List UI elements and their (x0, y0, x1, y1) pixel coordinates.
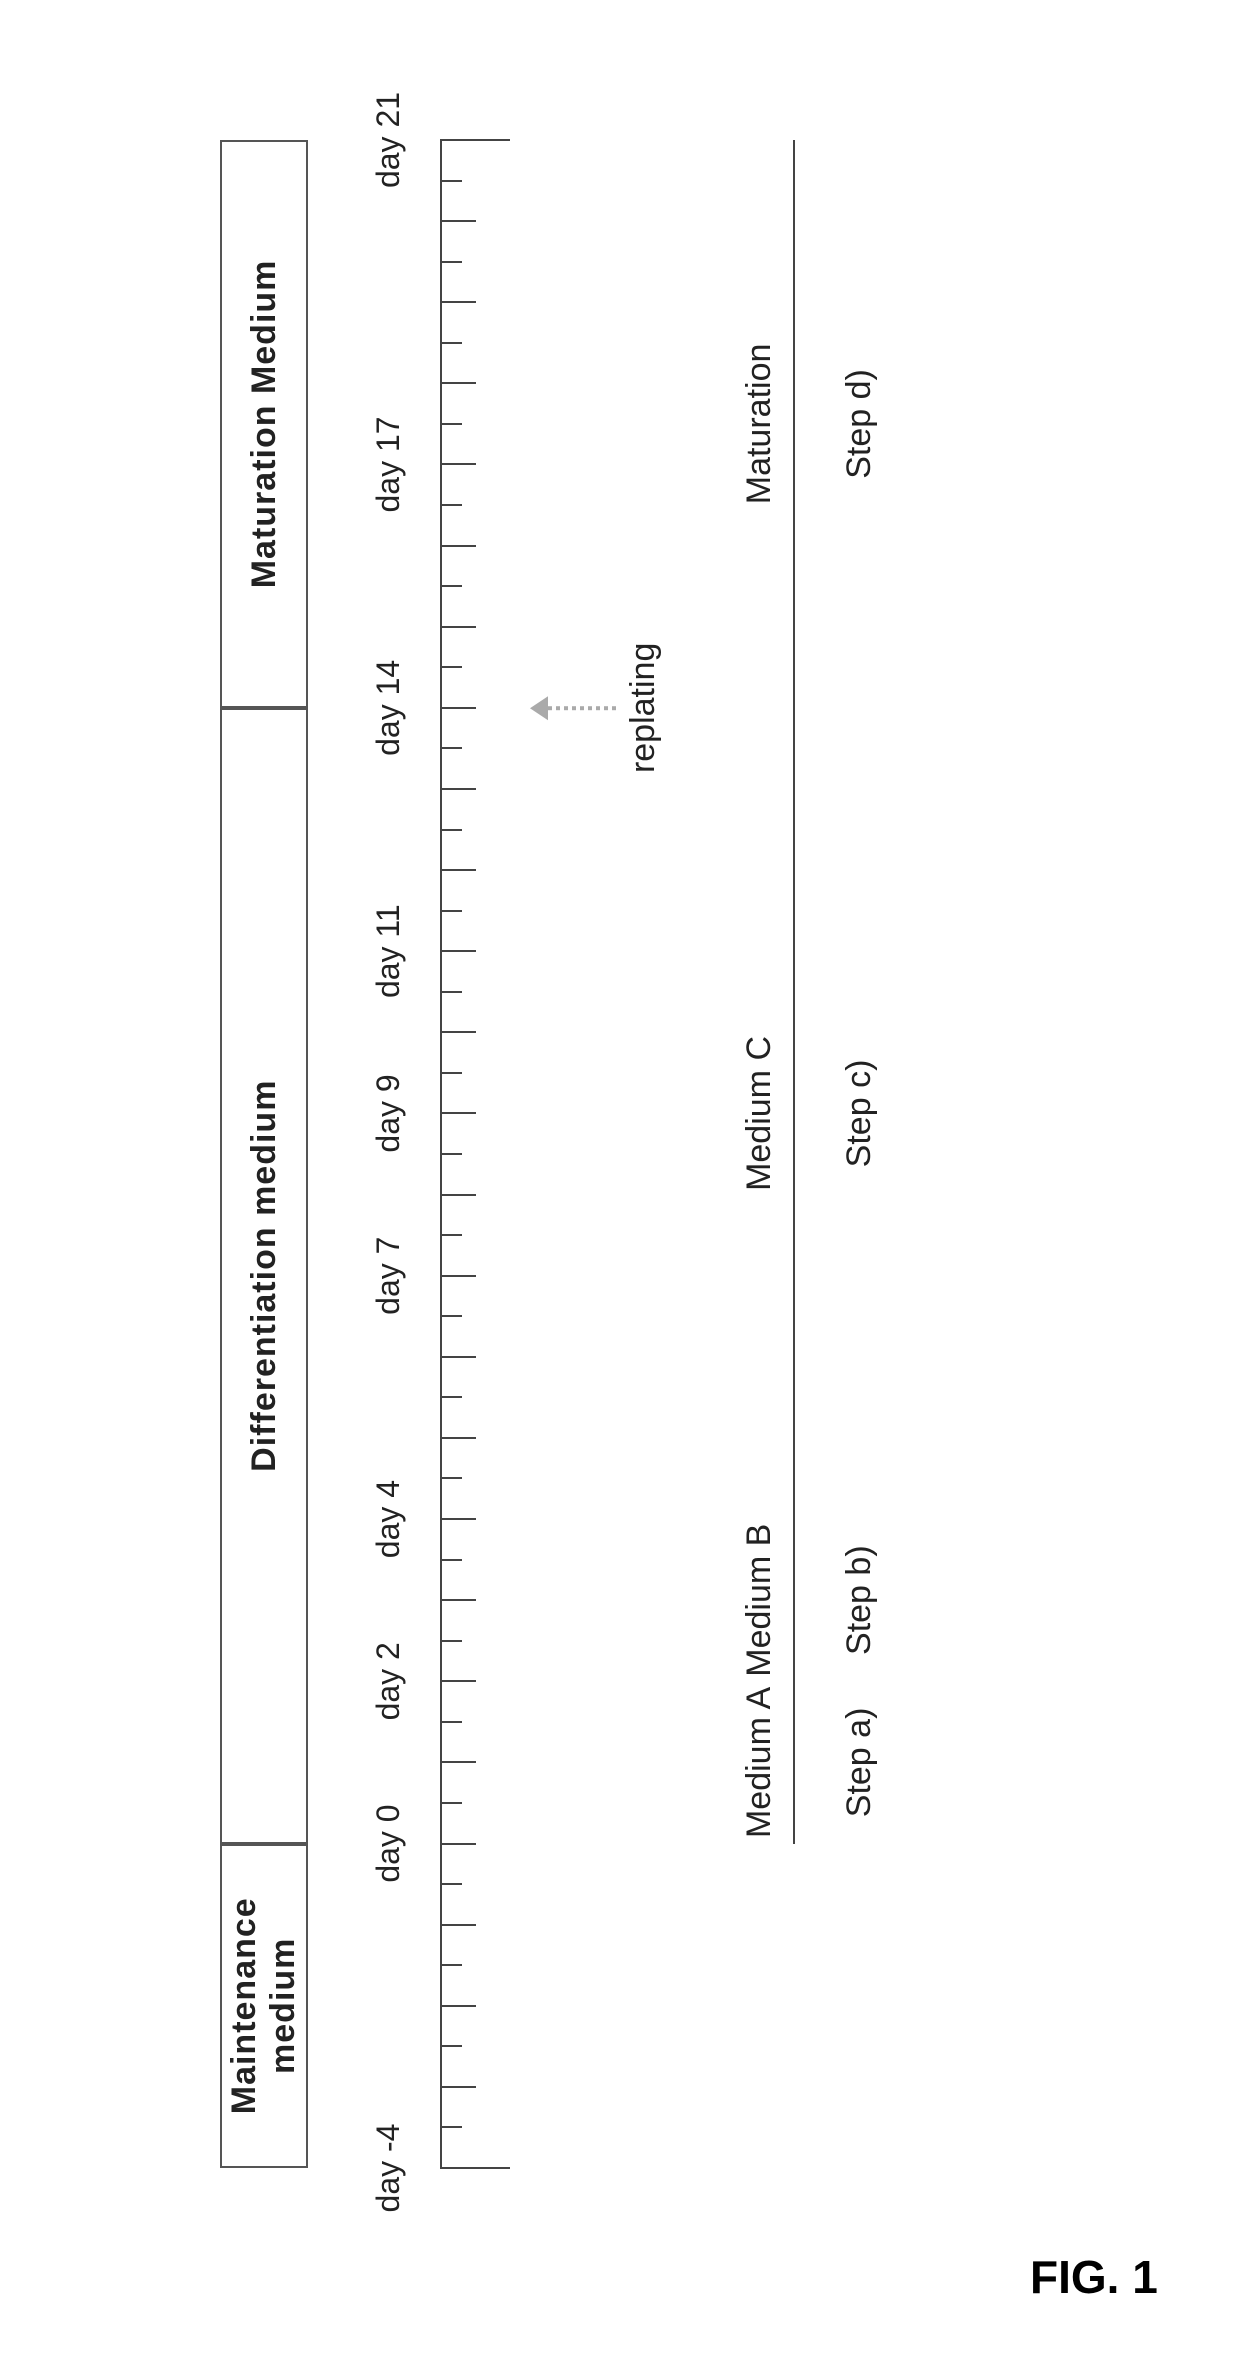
tick-major (440, 1843, 476, 1845)
step-cell: Step c) (840, 708, 879, 1519)
tick-minor (440, 1234, 462, 1236)
tick-minor (440, 261, 462, 263)
tick-major (440, 1761, 476, 1763)
tick-minor (440, 180, 462, 182)
tick-major (440, 788, 476, 790)
tick-major (440, 1356, 476, 1358)
tick-major (440, 1437, 476, 1439)
tick-minor (440, 1964, 462, 1966)
phase-box: Maturation Medium (220, 140, 308, 708)
step-cell: Step b) (840, 1519, 879, 1681)
medium-underline (793, 708, 795, 1519)
tick-major (440, 1112, 476, 1114)
tick-minor (440, 1396, 462, 1398)
day-label: day 21 (370, 92, 407, 188)
tick-major (440, 869, 476, 871)
day-label: day 14 (370, 660, 407, 756)
tick-minor (440, 829, 462, 831)
day-label: day -4 (370, 2124, 407, 2213)
tick-minor (440, 504, 462, 506)
tick-minor (440, 1153, 462, 1155)
tick-minor (440, 423, 462, 425)
day-label: day 2 (370, 1642, 407, 1720)
medium-cell: Medium A (740, 1681, 795, 1843)
tick-minor (440, 2126, 462, 2128)
day-label: day 11 (370, 904, 407, 998)
tick-minor (440, 342, 462, 344)
medium-cell: Maturation (740, 140, 795, 708)
diagram: Maintenance medium Differentiation medium… (0, 0, 1240, 2368)
tick-major (440, 1924, 476, 1926)
phase-box-label: Differentiation medium (245, 1080, 284, 1472)
tick-major (440, 626, 476, 628)
day-label: day 4 (370, 1480, 407, 1558)
medium-label: Medium B (740, 1519, 779, 1681)
ruler (440, 140, 500, 2168)
tick-major (440, 1194, 476, 1196)
day-label: day 9 (370, 1074, 407, 1152)
figure-caption: FIG. 1 (1030, 2250, 1158, 2304)
tick-minor (440, 747, 462, 749)
phase-boxes-row: Maintenance medium Differentiation medium… (220, 140, 310, 2168)
tick-major (440, 301, 476, 303)
day-label: day 0 (370, 1804, 407, 1882)
day-labels-row: day -4day 0day 2day 4day 7day 9day 11day… (370, 140, 420, 2168)
phase-box: Differentiation medium (220, 708, 308, 1844)
step-labels-row: Step a)Step b)Step c)Step d) (840, 140, 900, 2168)
tick-minor (440, 666, 462, 668)
day-label: day 17 (370, 416, 407, 512)
tick-major (440, 1599, 476, 1601)
rotated-container: Maintenance medium Differentiation medium… (0, 0, 1240, 2368)
tick-minor (440, 1802, 462, 1804)
tick-major (440, 1275, 476, 1277)
medium-underline (793, 1519, 795, 1681)
tick-major (440, 1518, 476, 1520)
tick-minor (440, 2045, 462, 2047)
phase-box-label: Maturation Medium (245, 260, 284, 589)
tick-major (440, 950, 476, 952)
timeline-content: Maintenance medium Differentiation medium… (220, 140, 1070, 2168)
medium-underline (793, 1681, 795, 1843)
medium-cell: Medium B (740, 1519, 795, 1681)
tick-minor (440, 1721, 462, 1723)
arrow-up-icon (530, 643, 618, 773)
medium-underline (793, 140, 795, 708)
medium-label: Maturation (740, 140, 779, 708)
tick-minor (440, 1477, 462, 1479)
tick-minor (440, 1072, 462, 1074)
tick-minor (440, 1640, 462, 1642)
tick-minor (440, 991, 462, 993)
tick-major (440, 463, 476, 465)
replating-label: replating (624, 643, 663, 773)
tick-major (440, 1031, 476, 1033)
tick-minor (440, 1559, 462, 1561)
tick-minor (440, 1883, 462, 1885)
tick-major (440, 707, 476, 709)
tick-major (440, 1680, 476, 1682)
phase-box: Maintenance medium (220, 1844, 308, 2168)
tick-major (440, 545, 476, 547)
page: Maintenance medium Differentiation medium… (0, 0, 1240, 2368)
tick-major (440, 2086, 476, 2088)
tick-minor (440, 585, 462, 587)
medium-labels-row: Medium AMedium BMedium CMaturation (740, 140, 820, 2168)
tick-end (440, 2167, 510, 2169)
tick-minor (440, 910, 462, 912)
phase-box-label: Maintenance medium (225, 1846, 303, 2166)
replating-marker: replating (530, 643, 663, 773)
medium-label: Medium A (740, 1681, 779, 1843)
day-label: day 7 (370, 1237, 407, 1315)
medium-cell: Medium C (740, 708, 795, 1519)
tick-major (440, 382, 476, 384)
tick-major (440, 220, 476, 222)
step-cell: Step a) (840, 1681, 879, 1843)
tick-major (440, 2005, 476, 2007)
tick-minor (440, 1315, 462, 1317)
step-cell: Step d) (840, 140, 879, 708)
medium-label: Medium C (740, 708, 779, 1519)
tick-end (440, 139, 510, 141)
